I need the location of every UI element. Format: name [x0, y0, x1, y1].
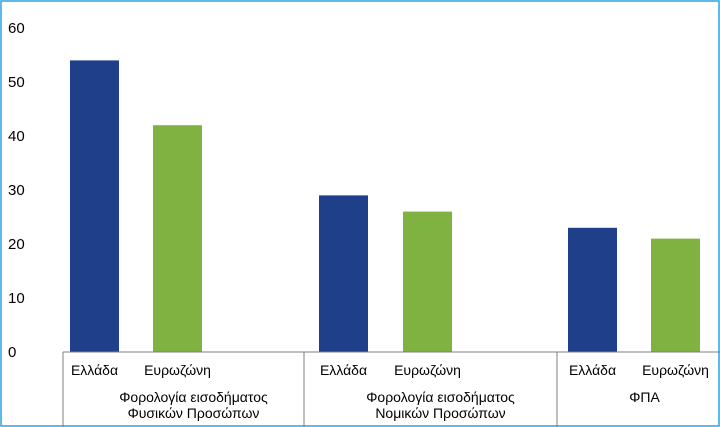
y-tick-label: 0 — [8, 344, 16, 361]
bars — [70, 60, 700, 353]
y-tick-label: 30 — [8, 182, 25, 199]
y-tick-label: 10 — [8, 290, 25, 307]
category-label: ΦΠΑ — [629, 389, 660, 405]
category-label: Νομικών Προσώπων — [375, 405, 505, 421]
bar-label: Ευρωζώνη — [394, 362, 461, 378]
y-tick-label: 40 — [8, 128, 25, 145]
bar-label: Ελλάδα — [320, 362, 367, 378]
y-tick-label: 60 — [8, 20, 25, 37]
bar-label: Ευρωζώνη — [642, 362, 709, 378]
bar-label: Ευρωζώνη — [144, 362, 211, 378]
bar-greece — [319, 195, 368, 352]
category-label: Φυσικών Προσώπων — [128, 405, 260, 421]
y-tick-label: 20 — [8, 236, 25, 253]
bar-eurozone — [651, 238, 700, 352]
bar-greece — [70, 60, 119, 353]
bar-greece — [568, 227, 617, 352]
category-label: Φορολογία εισοδήματος — [366, 389, 515, 405]
category-label: Φορολογία εισοδήματος — [119, 389, 268, 405]
bar-eurozone — [403, 211, 452, 352]
y-axis: 0 10 20 30 40 50 60 — [8, 20, 25, 361]
y-tick-label: 50 — [8, 74, 25, 91]
bar-eurozone — [153, 125, 202, 352]
bar-label: Ελλάδα — [71, 362, 118, 378]
bar-label: Ελλάδα — [569, 362, 616, 378]
